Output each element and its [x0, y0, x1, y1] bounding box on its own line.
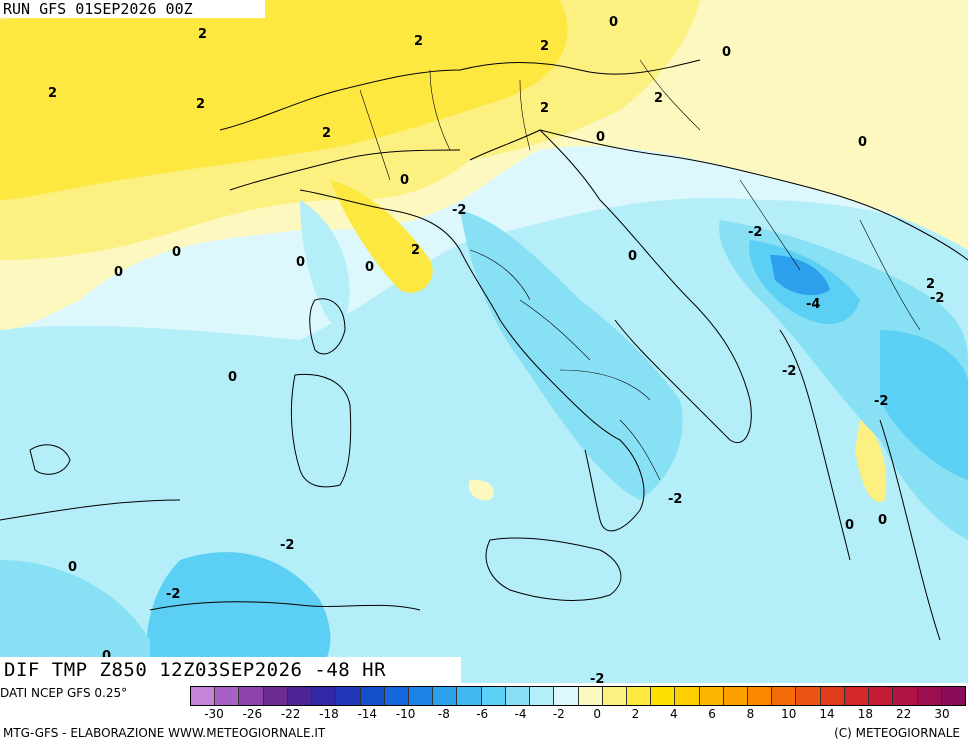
colorbar-tick-label: -26	[242, 707, 263, 721]
colorbar-cell	[384, 687, 409, 705]
contour-label: -2	[452, 203, 466, 218]
colorbar-cell	[796, 687, 821, 705]
contour-label: -4	[806, 297, 820, 312]
colorbar	[190, 686, 966, 706]
colorbar-cell	[263, 687, 288, 705]
contour-label: 0	[845, 518, 854, 533]
contour-label: 2	[540, 39, 549, 54]
colorbar-cell	[941, 687, 965, 705]
colorbar-cell	[457, 687, 482, 705]
contour-label: -2	[782, 364, 796, 379]
contour-label: -2	[280, 538, 294, 553]
contour-label: -2	[166, 587, 180, 602]
run-label: RUN GFS 01SEP2026 00Z	[0, 0, 265, 18]
colorbar-tick-label: -6	[476, 707, 489, 721]
data-source-label: DATI NCEP GFS 0.25°	[0, 686, 128, 700]
colorbar-tick-label: -30	[204, 707, 224, 721]
colorbar-tick-label: -18	[319, 707, 339, 721]
colorbar-tick-label: -4	[514, 707, 527, 721]
contour-label: 2	[196, 97, 205, 112]
colorbar-cell	[748, 687, 773, 705]
contour-label: 0	[228, 370, 237, 385]
colorbar-cell	[675, 687, 700, 705]
contour-label: 2	[48, 86, 57, 101]
contour-label: 2	[411, 243, 420, 258]
contour-label: 0	[172, 245, 181, 260]
map-title: DIF TMP Z850 12Z03SEP2026 -48 HR	[0, 657, 461, 683]
colorbar-cell	[602, 687, 627, 705]
colorbar-tick-label: 10	[781, 707, 797, 721]
colorbar-ticks: -30 -26 -22 -18 -14 -10 -8 -6 -4 -2 0 2 4 6 8 10 14 18 22 3…	[190, 707, 966, 723]
contour-label: 0	[68, 560, 77, 575]
contour-label: -2	[590, 672, 604, 683]
colorbar-tick-label: 18	[857, 707, 873, 721]
contour-label: 0	[722, 45, 731, 60]
colorbar-cell	[239, 687, 264, 705]
colorbar-cell	[917, 687, 942, 705]
colorbar-cell	[215, 687, 240, 705]
colorbar-cell	[336, 687, 361, 705]
colorbar-cell	[481, 687, 506, 705]
colorbar-cell	[408, 687, 434, 705]
colorbar-tick-label: -14	[357, 707, 378, 721]
colorbar-cell	[191, 687, 216, 705]
colorbar-cell	[287, 687, 313, 705]
contour-label: 2	[322, 126, 331, 141]
colorbar-tick-label: 0	[593, 707, 601, 721]
contour-label: 0	[609, 15, 618, 30]
colorbar-cell	[578, 687, 603, 705]
contour-label: 2	[654, 91, 663, 106]
colorbar-tick-label: 14	[819, 707, 835, 721]
colorbar-tick-label: -8	[437, 707, 450, 721]
contour-label: 0	[296, 255, 305, 270]
contour-label: -2	[668, 492, 682, 507]
colorbar-cell	[554, 687, 579, 705]
contour-label: -2	[748, 225, 762, 240]
footer-credit: MTG-GFS - ELABORAZIONE WWW.METEOGIORNALE…	[3, 726, 326, 740]
colorbar-cell	[869, 687, 894, 705]
contour-label: 0	[114, 265, 123, 280]
colorbar-tick-label: 30	[934, 707, 950, 721]
contour-label: 0	[858, 135, 867, 150]
contour-label: 2	[414, 34, 423, 49]
colorbar-cell	[530, 687, 555, 705]
contour-label: 0	[400, 173, 409, 188]
colorbar-tick-label: -2	[552, 707, 565, 721]
colorbar-cell	[699, 687, 724, 705]
contour-label: 2	[198, 27, 207, 42]
contour-label: -2	[930, 291, 944, 306]
colorbar-tick-label: 22	[896, 707, 912, 721]
contour-label: 2	[926, 277, 935, 292]
colorbar-tick-label: -10	[395, 707, 416, 721]
colorbar-tick-label: 8	[746, 707, 755, 721]
contour-label: 0	[628, 249, 637, 264]
contour-label: 0	[878, 513, 887, 528]
colorbar-cell	[312, 687, 337, 705]
colorbar-tick-label: -22	[280, 707, 301, 721]
temperature-anomaly-map: 0 2 2 0 2 2 2 2 2 0 0 2 0 -2 2 0 0 0 0 -…	[0, 0, 968, 683]
contour-label: 2	[540, 101, 549, 116]
colorbar-tick-label: 4	[669, 707, 678, 721]
colorbar-cell	[723, 687, 749, 705]
colorbar-cell	[651, 687, 676, 705]
colorbar-cell	[893, 687, 918, 705]
colorbar-cell	[433, 687, 458, 705]
contour-label: 0	[365, 260, 374, 275]
colorbar-cell	[772, 687, 797, 705]
contour-label: 0	[102, 649, 111, 664]
colorbar-cell	[626, 687, 652, 705]
colorbar-cell	[360, 687, 385, 705]
contour-label: -2	[874, 394, 888, 409]
contour-label: 0	[596, 130, 605, 145]
copyright-label: (C) METEOGIORNALE	[834, 726, 960, 740]
colorbar-tick-label: 6	[708, 707, 716, 721]
colorbar-tick-label: 2	[631, 707, 640, 721]
colorbar-cell	[844, 687, 870, 705]
colorbar-cell	[820, 687, 845, 705]
colorbar-cell	[505, 687, 531, 705]
